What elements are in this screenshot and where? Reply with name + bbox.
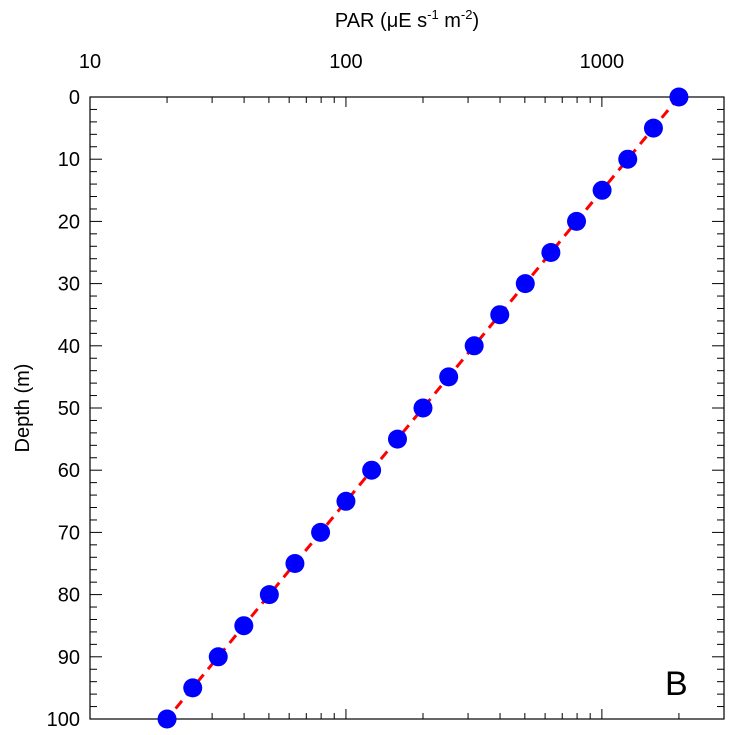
data-point (157, 709, 177, 729)
y-tick-label: 30 (58, 274, 80, 296)
data-points-layer (157, 87, 689, 729)
data-point (618, 149, 638, 169)
y-tick-label: 70 (58, 522, 80, 544)
data-point (490, 305, 510, 325)
x-tick-label: 100 (329, 51, 362, 73)
y-tick-label: 60 (58, 460, 80, 482)
y-tick-label: 100 (47, 709, 80, 731)
fit-line (165, 96, 681, 720)
tick-labels: 10 100 1000 0 10 20 30 40 50 60 70 80 90 100 (47, 51, 625, 731)
data-point (208, 647, 228, 667)
y-tick-label: 40 (58, 336, 80, 358)
data-point (413, 398, 433, 418)
data-point (541, 243, 561, 262)
plot-frame (89, 96, 725, 720)
data-point (259, 585, 279, 605)
data-point (234, 616, 254, 636)
x-tick-label: 10 (79, 51, 101, 73)
data-point (592, 180, 612, 200)
y-tick-label: 90 (58, 647, 80, 669)
y-tick-label: 20 (58, 211, 80, 233)
y-axis-title: Depth (m) (12, 364, 34, 453)
data-point (515, 274, 535, 294)
x-tick-label: 1000 (580, 51, 625, 73)
data-point (362, 460, 382, 480)
y-tick-label: 80 (58, 585, 80, 607)
y-tick-label: 50 (58, 398, 80, 420)
data-point (336, 491, 356, 511)
data-point (464, 336, 484, 356)
data-point (439, 367, 459, 387)
data-point (183, 678, 203, 698)
data-point (285, 554, 305, 573)
data-point (669, 87, 689, 107)
y-tick-label: 10 (58, 149, 80, 171)
data-point (643, 118, 663, 138)
data-point (387, 429, 407, 449)
fit-line-layer (165, 96, 681, 720)
y-tick-label: 0 (69, 87, 80, 109)
data-point (567, 211, 587, 231)
data-point (311, 522, 331, 542)
axis-ticks (89, 96, 725, 720)
x-axis-title: PAR (μE s-1 m-2) (335, 7, 479, 32)
panel-label: B (665, 665, 688, 703)
